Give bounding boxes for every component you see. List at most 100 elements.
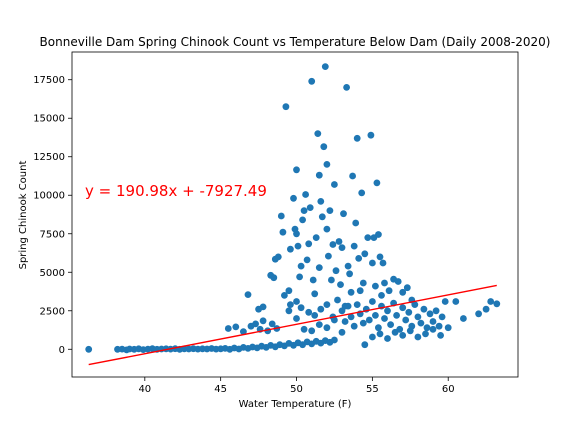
data-point-142 — [344, 302, 352, 310]
data-point-54 — [252, 320, 259, 328]
data-point-165 — [414, 313, 422, 321]
data-point-67 — [277, 212, 285, 220]
data-point-129 — [375, 231, 382, 238]
data-point-99 — [326, 207, 334, 215]
data-point-102 — [331, 181, 338, 188]
data-point-62 — [259, 303, 267, 311]
data-point-162 — [405, 308, 413, 316]
data-point-120 — [358, 189, 366, 197]
y-tick-label: 0 — [59, 345, 65, 356]
y-tick-label: 5000 — [40, 268, 65, 279]
data-point-123 — [364, 234, 372, 242]
data-point-106 — [337, 281, 344, 288]
data-point-83 — [305, 240, 313, 248]
data-point-51 — [232, 323, 240, 331]
data-point-147 — [359, 319, 367, 327]
data-point-121 — [359, 279, 367, 287]
data-point-207 — [323, 301, 331, 308]
data-point-195 — [323, 324, 331, 332]
data-point-118 — [355, 255, 363, 262]
data-point-149 — [365, 316, 373, 324]
data-point-128 — [373, 179, 381, 187]
data-point-150 — [369, 298, 376, 305]
data-point-112 — [346, 270, 353, 278]
data-point-178 — [475, 310, 482, 318]
data-point-209 — [361, 341, 369, 349]
x-tick-label: 60 — [442, 384, 455, 395]
data-point-58 — [268, 320, 276, 328]
data-point-122 — [361, 250, 369, 258]
y-axis-ticks: 0 2500 5000 7500 10000 12500 15000 17500 — [33, 75, 72, 356]
data-point-66 — [270, 274, 278, 282]
data-point-190 — [429, 325, 437, 333]
data-point-168 — [423, 324, 431, 332]
y-axis-label: Spring Chinook Count — [18, 161, 29, 270]
data-point-193 — [308, 327, 316, 335]
data-point-194 — [315, 321, 323, 328]
data-point-86 — [309, 276, 317, 284]
y-tick-label: 10000 — [33, 191, 65, 202]
y-tick-label: 2500 — [40, 306, 65, 317]
data-point-140 — [338, 307, 346, 315]
data-point-84 — [306, 204, 314, 212]
data-point-202 — [293, 298, 300, 305]
data-point-89 — [314, 130, 322, 138]
data-point-114 — [349, 172, 356, 180]
data-point-192 — [300, 325, 308, 333]
x-axis-ticks: 40 45 50 55 60 — [138, 377, 455, 395]
data-point-181 — [493, 300, 501, 308]
y-tick-label: 12500 — [33, 152, 65, 163]
y-tick-label: 15000 — [33, 114, 65, 125]
data-point-98 — [325, 252, 332, 260]
data-point-169 — [426, 310, 434, 318]
data-point-167 — [420, 305, 428, 313]
data-point-200 — [281, 292, 288, 299]
data-point-206 — [317, 305, 325, 313]
data-point-170 — [429, 318, 437, 325]
data-point-136 — [394, 278, 402, 285]
data-point-156 — [387, 321, 394, 328]
x-axis-label: Water Temperature (F) — [239, 399, 352, 410]
x-tick-label: 50 — [290, 384, 303, 395]
data-point-182 — [369, 333, 376, 341]
data-point-152 — [375, 324, 382, 332]
data-point-52 — [240, 328, 247, 335]
data-point-115 — [350, 242, 358, 250]
plot-area — [85, 63, 501, 366]
data-point-80 — [300, 207, 308, 215]
data-point-78 — [297, 262, 305, 270]
data-point-72 — [290, 194, 297, 202]
data-point-0 — [85, 345, 93, 353]
data-point-186 — [399, 332, 407, 339]
data-point-105 — [335, 238, 343, 245]
data-point-199 — [285, 307, 293, 315]
data-point-60 — [244, 291, 252, 298]
data-point-191 — [437, 332, 444, 339]
data-point-111 — [344, 262, 352, 270]
data-point-180 — [487, 298, 495, 305]
data-point-154 — [381, 315, 388, 322]
data-point-144 — [350, 322, 358, 330]
data-point-130 — [376, 253, 384, 261]
data-point-179 — [482, 305, 490, 313]
data-point-172 — [435, 322, 443, 330]
data-point-49 — [331, 336, 338, 344]
data-point-198 — [293, 315, 300, 322]
data-point-160 — [399, 304, 407, 312]
data-point-173 — [438, 313, 446, 321]
data-point-100 — [328, 276, 335, 284]
data-point-187 — [406, 327, 414, 335]
data-point-176 — [452, 298, 460, 305]
data-point-117 — [353, 134, 361, 142]
data-point-104 — [334, 296, 341, 304]
data-point-166 — [417, 319, 425, 327]
data-point-141 — [341, 318, 349, 325]
data-point-158 — [393, 312, 400, 319]
data-point-145 — [353, 301, 361, 308]
data-point-96 — [323, 161, 331, 168]
data-point-161 — [402, 316, 410, 324]
data-point-97 — [323, 225, 331, 233]
data-point-124 — [367, 131, 375, 139]
data-point-88 — [312, 234, 320, 242]
data-point-110 — [343, 84, 350, 91]
